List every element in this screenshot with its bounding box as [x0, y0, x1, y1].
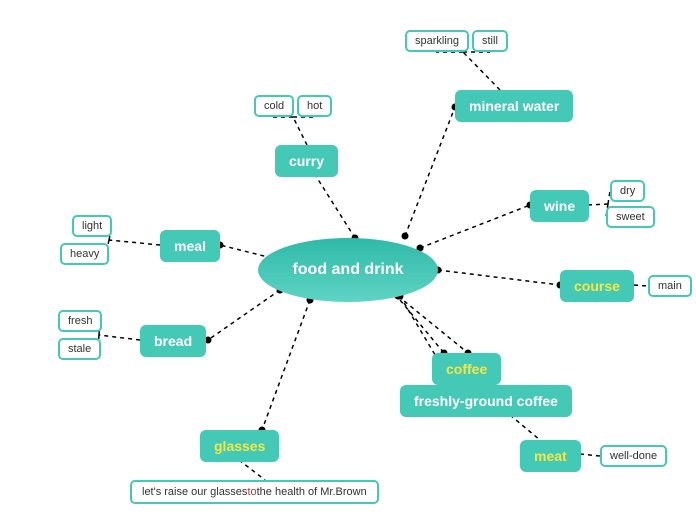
branch-label: meat — [534, 448, 567, 464]
leaf-label: hot — [307, 100, 322, 112]
leaf-label-accent: to — [247, 486, 256, 498]
branch-curry: curry — [275, 145, 338, 177]
leaf-label-pre: let's raise our glasses — [142, 486, 247, 498]
leaf-label: light — [82, 220, 102, 232]
branch-label: glasses — [214, 438, 265, 454]
leaf-cold: cold — [254, 95, 294, 117]
leaf-label-post: the health of Mr.Brown — [257, 486, 367, 498]
branch-label: wine — [544, 198, 575, 214]
leaf-sweet: sweet — [606, 206, 655, 228]
leaf-dry: dry — [610, 180, 645, 202]
branch-label: mineral water — [469, 98, 559, 114]
branch-meal: meal — [160, 230, 220, 262]
branch-freshly-ground-coffee: freshly-ground coffee — [400, 385, 572, 417]
branch-label: curry — [289, 153, 324, 169]
branch-glasses: glasses — [200, 430, 279, 462]
leaf-sparkling: sparkling — [405, 30, 469, 52]
leaf-label: well-done — [610, 450, 657, 462]
leaf-fresh: fresh — [58, 310, 102, 332]
leaf-stale: stale — [58, 338, 101, 360]
leaf-well-done: well-done — [600, 445, 667, 467]
branch-meat: meat — [520, 440, 581, 472]
branch-bread: bread — [140, 325, 206, 357]
branch-course: course — [560, 270, 634, 302]
leaf-light: light — [72, 215, 112, 237]
leaf-still: still — [472, 30, 508, 52]
leaf-label: sparkling — [415, 35, 459, 47]
branch-label: freshly-ground coffee — [414, 393, 558, 409]
leaf-main: main — [648, 275, 692, 297]
branch-wine: wine — [530, 190, 589, 222]
branch-label: bread — [154, 333, 192, 349]
leaf-label: sweet — [616, 211, 645, 223]
leaf-label: main — [658, 280, 682, 292]
leaf-label: still — [482, 35, 498, 47]
leaf-label: stale — [68, 343, 91, 355]
leaf-label: cold — [264, 100, 284, 112]
branch-label: course — [574, 278, 620, 294]
center-label: food and drink — [292, 261, 403, 279]
branch-mineral-water: mineral water — [455, 90, 573, 122]
leaf-hot: hot — [297, 95, 332, 117]
leaf-label: fresh — [68, 315, 92, 327]
center-node: food and drink — [258, 238, 438, 302]
leaf-heavy: heavy — [60, 243, 109, 265]
branch-label: coffee — [446, 361, 487, 377]
leaf-label: dry — [620, 185, 635, 197]
branch-coffee: coffee — [432, 353, 501, 385]
leaf-glasses-sentence: let's raise our glasses to the health of… — [130, 480, 379, 504]
leaf-label: heavy — [70, 248, 99, 260]
branch-label: meal — [174, 238, 206, 254]
